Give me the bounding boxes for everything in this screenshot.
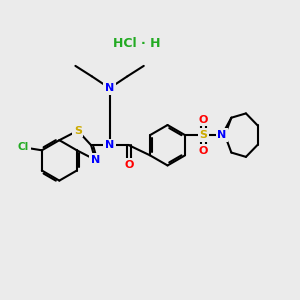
Text: N: N — [105, 140, 114, 150]
Text: HCl · H: HCl · H — [113, 37, 160, 50]
Text: S: S — [200, 130, 208, 140]
Text: O: O — [199, 146, 208, 156]
Text: O: O — [199, 115, 208, 125]
Text: O: O — [124, 160, 134, 170]
Text: N: N — [217, 130, 226, 140]
Text: S: S — [74, 126, 82, 136]
Text: Cl: Cl — [18, 142, 29, 152]
Text: N: N — [91, 155, 100, 165]
Text: N: N — [105, 83, 114, 93]
